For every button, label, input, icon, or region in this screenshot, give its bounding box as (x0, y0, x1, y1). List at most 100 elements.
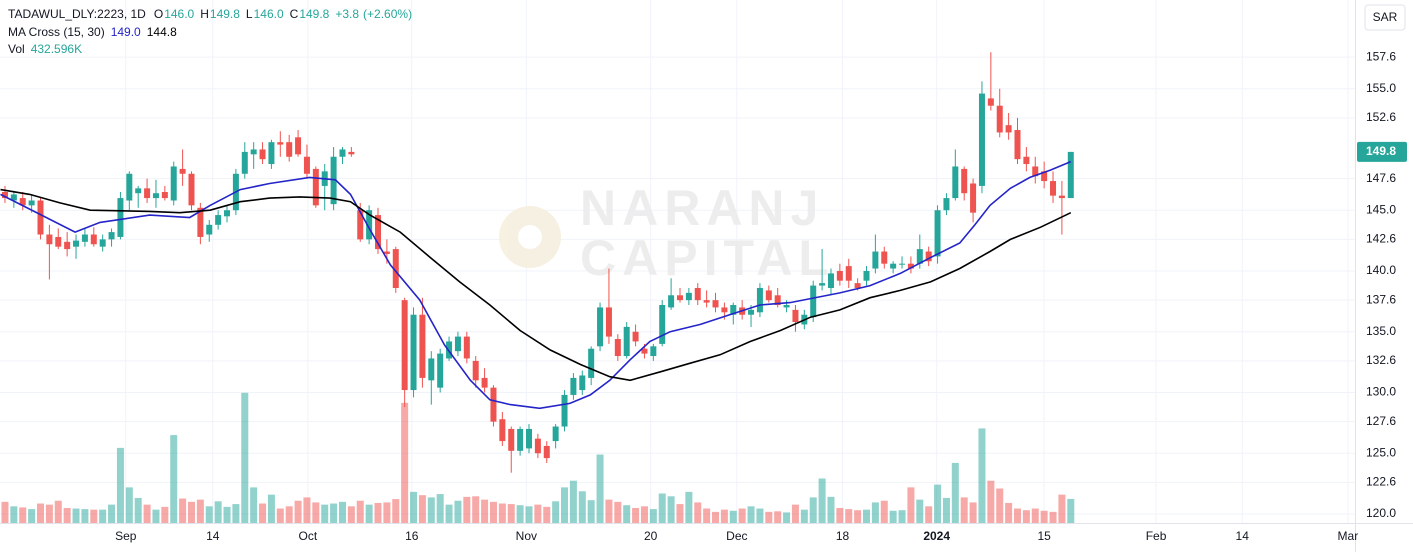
volume-bar (99, 509, 107, 523)
volume-bar (925, 506, 933, 523)
legend-text: 149.8 (210, 7, 240, 21)
candle-body (925, 251, 932, 262)
y-tick-label: 152.6 (1366, 110, 1396, 124)
volume-bar (685, 491, 693, 523)
candle-body (916, 249, 923, 264)
volume-bar (623, 505, 631, 523)
candle-body (534, 438, 541, 454)
volume-bar (1022, 510, 1030, 523)
volume-bar (578, 491, 586, 523)
volume-bar (196, 499, 204, 523)
volume-bar (694, 502, 702, 523)
volume-bar (640, 506, 648, 523)
volume-bar (312, 502, 320, 523)
candle-body (1058, 195, 1065, 199)
axes: 120.0 122.6 125.0 127.6 130.0 132.6 135.0 137.6… (115, 49, 1407, 543)
volume-bar (791, 504, 799, 523)
watermark: NARANJ CAPITAL (499, 180, 829, 286)
candle-body (250, 149, 257, 155)
candle-body (863, 270, 870, 281)
last-price-badge (1357, 141, 1407, 162)
volume-bar (516, 505, 524, 523)
currency-box[interactable] (1364, 4, 1406, 31)
candle-body (463, 336, 470, 359)
candle-body (1067, 151, 1074, 199)
x-tick-label: 14 (206, 529, 220, 543)
candle-body (161, 191, 168, 199)
volume-bar (90, 509, 98, 523)
candle-body (366, 210, 373, 240)
candle-body (819, 283, 826, 286)
candle-body (907, 263, 914, 269)
candle-body (303, 156, 310, 174)
volume-bar (267, 494, 275, 523)
legend-text: 144.8 (147, 25, 177, 39)
volume-bar (765, 511, 773, 523)
volume-bar (800, 509, 808, 523)
candle-body (996, 105, 1003, 133)
volume-bar (827, 496, 835, 523)
x-tick-label: 18 (836, 529, 850, 543)
volume-bar (703, 508, 711, 523)
volume-bar (161, 506, 169, 523)
x-tick-label: Nov (516, 529, 537, 543)
x-tick-label: Oct (299, 529, 318, 543)
currency[interactable]: SAR (1373, 10, 1398, 24)
volume-bar (445, 504, 453, 523)
candle-body (126, 173, 133, 201)
candle-body (765, 290, 772, 301)
y-tick-label: 140.0 (1366, 263, 1396, 277)
volume-bar (356, 500, 364, 523)
candle-body (525, 428, 532, 449)
legend-text: TADAWUL_DLY:2223, 1D (8, 7, 146, 21)
volume-bar (720, 509, 728, 523)
volume-bar (1, 501, 9, 523)
volume-bar (756, 508, 764, 523)
volume-bar (232, 504, 240, 523)
volume-bar (658, 493, 666, 523)
candle-body (268, 142, 275, 165)
y-tick-label: 125.0 (1366, 445, 1396, 459)
legend-text: L (246, 7, 253, 21)
volume-bar (552, 501, 560, 523)
volume-bar (1013, 508, 1021, 523)
candle-body (215, 215, 222, 225)
candle-body (206, 224, 213, 235)
candle-body (792, 309, 799, 323)
volume-bar (587, 500, 595, 523)
candle-body (774, 295, 781, 306)
candle-body (632, 331, 639, 342)
x-tick-label: Feb (1146, 529, 1167, 543)
candle-body (135, 188, 142, 194)
candle-body (179, 168, 186, 174)
volume-bar (392, 499, 400, 523)
candle-body (90, 234, 97, 245)
volume-bar (125, 487, 133, 523)
candle-body (845, 266, 852, 281)
volume-bar (330, 503, 338, 523)
volume-bar (916, 499, 924, 523)
candle-body (1014, 130, 1021, 160)
volume-bar (996, 488, 1004, 523)
candle-body (703, 300, 710, 303)
volume-bar (596, 454, 604, 523)
candle-body (588, 348, 595, 378)
volume-bar (223, 506, 231, 523)
volume-bar (774, 511, 782, 523)
candle-body (454, 336, 461, 352)
candle-body (1005, 125, 1012, 133)
x-tick-label: 2024 (923, 529, 950, 543)
x-tick-label: 14 (1236, 529, 1250, 543)
volume-bar (889, 510, 897, 523)
volume-bar (454, 500, 462, 523)
volume-bar (321, 504, 329, 523)
candle-body (277, 142, 284, 145)
volume-bar (569, 480, 577, 523)
candle-body (170, 166, 177, 201)
candle-body (108, 232, 115, 240)
candle-body (623, 326, 630, 357)
volume-bar (1067, 498, 1075, 523)
volume-bar (45, 504, 53, 523)
volume-bar (898, 510, 906, 523)
candle-body (312, 168, 319, 206)
